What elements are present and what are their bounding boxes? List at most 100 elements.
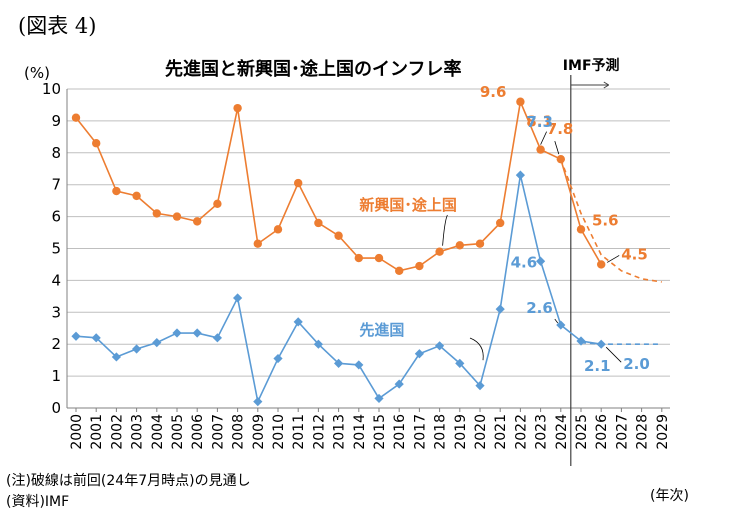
data-point — [597, 260, 606, 269]
x-tick-label: 2016 — [392, 414, 408, 450]
data-point — [132, 344, 142, 354]
label-leader — [554, 141, 560, 155]
x-tick-label: 2004 — [150, 414, 166, 450]
data-point — [556, 320, 566, 330]
y-tick-label: 1 — [51, 367, 61, 385]
x-tick-label: 2005 — [170, 414, 186, 450]
data-point — [91, 333, 101, 343]
series-name-label-1: 先進国 — [359, 321, 404, 339]
y-tick-label: 6 — [51, 208, 61, 226]
x-tick-label: 2014 — [352, 414, 368, 450]
data-label: 2.0 — [623, 355, 650, 373]
x-tick-label: 2009 — [251, 414, 267, 450]
data-point — [435, 247, 444, 256]
gridlines — [67, 88, 670, 377]
y-tick-label: 7 — [51, 176, 61, 194]
data-point — [112, 186, 121, 196]
x-tick-label: 2021 — [493, 414, 509, 450]
footnote: (注)破線は前回(24年7月時点)の見通し — [6, 473, 251, 489]
label-leader — [605, 346, 622, 363]
data-point — [334, 358, 344, 368]
y-tick-label: 3 — [51, 303, 61, 321]
data-label: 9.6 — [480, 83, 507, 101]
data-label: 7.8 — [547, 120, 574, 138]
chart-title: 先進国と新興国･途上国のインフレ率 — [165, 59, 462, 80]
data-point — [414, 349, 424, 359]
x-tick-label: 2006 — [190, 414, 206, 450]
data-label: 7.3 — [526, 113, 553, 131]
data-point — [395, 266, 404, 276]
y-tick-label: 9 — [51, 112, 61, 130]
data-point — [172, 212, 182, 221]
series-name-label-0: 新興国･途上国 — [359, 196, 457, 214]
x-axis-unit: (年次) — [650, 488, 689, 504]
y-tick-label: 5 — [51, 240, 61, 258]
y-tick-label: 2 — [51, 335, 61, 353]
data-label: 2.1 — [584, 357, 611, 375]
data-point — [374, 253, 384, 263]
x-tick-label: 2008 — [231, 414, 247, 450]
data-point — [354, 360, 364, 370]
data-point — [273, 225, 283, 234]
previous-forecast-line-0 — [560, 158, 662, 283]
x-tick-label: 2023 — [534, 414, 550, 450]
data-point — [152, 338, 162, 348]
previous-forecast-line-1 — [580, 341, 662, 346]
data-point — [193, 217, 202, 226]
label-leader — [540, 131, 547, 145]
x-tick-label: 2027 — [614, 414, 630, 450]
y-tick-label: 8 — [51, 144, 61, 162]
data-label: 4.5 — [621, 245, 648, 263]
data-point — [111, 352, 121, 362]
series-name-leader-0 — [442, 214, 448, 246]
data-point — [253, 397, 263, 407]
data-point — [496, 218, 505, 228]
x-tick-label: 2012 — [311, 414, 327, 450]
tick-labels: 0 1 2 3 4 5 6 7 8 9 10 2000 2001 2002 2003 2004 2005 2006… — [42, 80, 671, 450]
data-point — [596, 339, 606, 349]
x-tick-label: 2018 — [433, 414, 449, 450]
x-tick-label: 2019 — [453, 414, 469, 450]
y-tick-label: 0 — [51, 399, 61, 417]
forecast-label: IMF予測 — [563, 57, 620, 74]
data-point — [71, 331, 81, 341]
data-point — [354, 253, 363, 263]
data-point — [576, 225, 586, 234]
data-point — [293, 317, 303, 327]
x-tick-label: 2000 — [69, 414, 85, 450]
data-point — [313, 339, 323, 349]
x-tick-label: 2015 — [372, 414, 388, 450]
x-tick-label: 2001 — [89, 414, 105, 450]
y-tick-label: 10 — [42, 80, 61, 98]
data-labels: 9.6 8.17.8 5.64.5 7.3 4.6 2.6 2.1 2.0 — [480, 83, 650, 375]
data-point — [233, 103, 242, 113]
axes — [66, 89, 670, 412]
data-point — [576, 336, 586, 346]
data-point — [314, 218, 323, 228]
y-tick-label: 4 — [51, 271, 61, 289]
data-point — [92, 139, 101, 148]
data-point — [233, 293, 243, 303]
data-point — [556, 154, 565, 164]
x-tick-label: 2007 — [210, 414, 226, 450]
data-point — [172, 328, 182, 338]
x-tick-label: 2022 — [513, 414, 529, 450]
x-tick-label: 2028 — [635, 414, 651, 450]
x-tick-label: 2013 — [332, 414, 348, 450]
source-note: (資料)IMF — [6, 494, 70, 510]
x-tick-label: 2020 — [473, 414, 489, 450]
data-point — [515, 170, 525, 180]
data-point — [475, 381, 485, 391]
y-axis-unit: (%) — [24, 64, 50, 82]
data-point — [455, 358, 465, 368]
data-point — [253, 239, 262, 248]
x-tick-label: 2026 — [594, 414, 610, 450]
x-tick-label: 2017 — [412, 414, 428, 450]
data-point — [516, 97, 525, 106]
data-point — [475, 239, 485, 248]
data-point — [536, 145, 545, 154]
data-point — [455, 241, 464, 250]
data-label: 2.6 — [526, 299, 553, 317]
